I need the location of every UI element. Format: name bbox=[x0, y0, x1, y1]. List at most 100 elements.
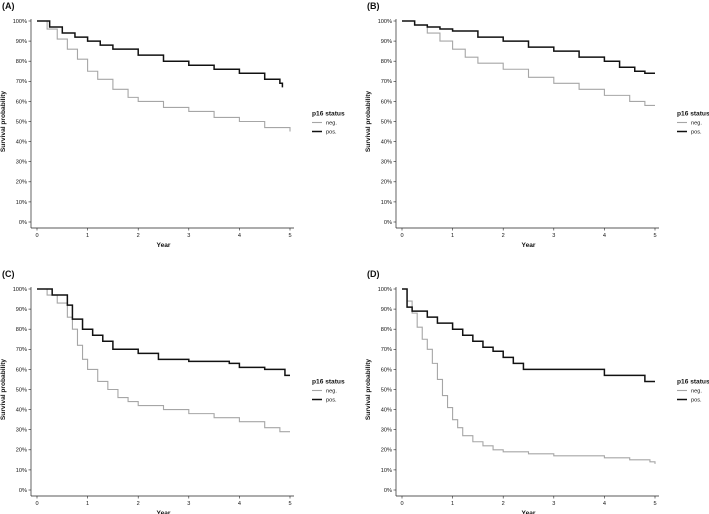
series-neg-curve bbox=[37, 288, 290, 433]
x-axis-title: Year bbox=[157, 510, 171, 514]
series-neg-curve bbox=[37, 20, 291, 132]
x-axis-title: Year bbox=[522, 510, 536, 514]
x-tick-label: 3 bbox=[187, 233, 190, 239]
y-tick-label: 30% bbox=[16, 428, 27, 434]
y-tick-label: 20% bbox=[16, 448, 27, 454]
y-tick-label: 80% bbox=[381, 327, 392, 333]
y-tick-label: 90% bbox=[16, 307, 27, 313]
y-tick-label: 30% bbox=[381, 160, 392, 166]
y-tick-label: 80% bbox=[16, 327, 27, 333]
x-tick-label: 3 bbox=[552, 233, 555, 239]
series-pos-curve bbox=[37, 288, 290, 377]
y-tick-label: 70% bbox=[381, 79, 392, 85]
y-tick-label: 100% bbox=[13, 287, 27, 293]
x-axis-title: Year bbox=[522, 242, 536, 249]
x-tick-label: 0 bbox=[35, 501, 38, 507]
series-pos-curve bbox=[402, 288, 655, 383]
y-tick-label: 50% bbox=[381, 119, 392, 125]
y-tick-label: 50% bbox=[381, 387, 392, 393]
series-pos-curve bbox=[402, 20, 655, 75]
legend-label: pos. bbox=[326, 398, 337, 404]
y-tick-label: 60% bbox=[16, 367, 27, 373]
x-tick-label: 5 bbox=[653, 501, 656, 507]
y-tick-label: 80% bbox=[16, 59, 27, 65]
y-tick-label: 90% bbox=[381, 307, 392, 313]
y-tick-label: 60% bbox=[381, 99, 392, 105]
x-tick-label: 2 bbox=[502, 501, 505, 507]
y-tick-label: 0% bbox=[19, 220, 27, 226]
chart-panel: (B) 0% 10% 20% 30% 40% 50% 60% 70% 80% 90% 100% 0 1 2 3… bbox=[365, 1, 709, 249]
y-tick-label: 50% bbox=[16, 387, 27, 393]
y-tick-label: 20% bbox=[381, 180, 392, 186]
legend-title: p16 status bbox=[677, 379, 709, 386]
y-tick-label: 10% bbox=[381, 468, 392, 474]
y-tick-label: 100% bbox=[378, 287, 392, 293]
chart-panel: (C) 0% 10% 20% 30% 40% 50% 60% 70% 80% 90% 100% 0 1 2 3… bbox=[0, 269, 345, 514]
x-tick-label: 5 bbox=[653, 233, 656, 239]
y-tick-label: 30% bbox=[16, 160, 27, 166]
y-tick-label: 70% bbox=[16, 347, 27, 353]
legend-label: neg. bbox=[326, 389, 337, 395]
chart-panel: (A) 0% 10% 20% 30% 40% 50% 60% 70% 80% 90% 100% 0 1 2 3… bbox=[0, 1, 345, 249]
series-neg-curve bbox=[402, 20, 655, 106]
x-tick-label: 1 bbox=[451, 501, 454, 507]
chart-panel: (D) 0% 10% 20% 30% 40% 50% 60% 70% 80% 90% 100% 0 1 2 3… bbox=[365, 269, 709, 514]
y-tick-label: 60% bbox=[16, 99, 27, 105]
x-tick-label: 2 bbox=[137, 501, 140, 507]
y-tick-label: 60% bbox=[381, 367, 392, 373]
y-tick-label: 20% bbox=[381, 448, 392, 454]
legend-title: p16 status bbox=[312, 379, 345, 386]
legend-label: neg. bbox=[691, 389, 702, 395]
panel-letter: (D) bbox=[367, 269, 380, 279]
x-tick-label: 4 bbox=[603, 233, 606, 239]
y-tick-label: 20% bbox=[16, 180, 27, 186]
x-tick-label: 3 bbox=[552, 501, 555, 507]
y-tick-label: 90% bbox=[381, 39, 392, 45]
legend-title: p16 status bbox=[312, 111, 345, 118]
legend-label: pos. bbox=[691, 130, 702, 136]
legend-title: p16 status bbox=[677, 111, 709, 118]
y-tick-label: 40% bbox=[381, 140, 392, 146]
x-tick-label: 1 bbox=[86, 233, 89, 239]
x-tick-label: 5 bbox=[288, 501, 291, 507]
x-tick-label: 4 bbox=[238, 233, 241, 239]
y-axis-title: Survival probability bbox=[0, 359, 7, 421]
y-axis-title: Survival probability bbox=[365, 91, 372, 153]
legend-label: pos. bbox=[691, 398, 702, 404]
x-tick-label: 4 bbox=[603, 501, 606, 507]
panel-letter: (A) bbox=[2, 1, 15, 11]
y-tick-label: 90% bbox=[16, 39, 27, 45]
y-tick-label: 100% bbox=[378, 19, 392, 25]
y-tick-label: 40% bbox=[16, 140, 27, 146]
x-tick-label: 0 bbox=[400, 501, 403, 507]
legend-label: neg. bbox=[691, 121, 702, 127]
y-tick-label: 10% bbox=[381, 200, 392, 206]
y-tick-label: 40% bbox=[16, 408, 27, 414]
x-tick-label: 3 bbox=[187, 501, 190, 507]
y-tick-label: 80% bbox=[381, 59, 392, 65]
y-tick-label: 10% bbox=[16, 200, 27, 206]
y-tick-label: 70% bbox=[381, 347, 392, 353]
x-tick-label: 1 bbox=[451, 233, 454, 239]
y-tick-label: 70% bbox=[16, 79, 27, 85]
x-tick-label: 4 bbox=[238, 501, 241, 507]
panel-letter: (C) bbox=[2, 269, 15, 279]
x-tick-label: 5 bbox=[288, 233, 291, 239]
series-neg-curve bbox=[402, 288, 656, 464]
y-tick-label: 100% bbox=[13, 19, 27, 25]
y-tick-label: 0% bbox=[384, 220, 392, 226]
x-tick-label: 0 bbox=[35, 233, 38, 239]
y-tick-label: 50% bbox=[16, 119, 27, 125]
x-axis-title: Year bbox=[157, 242, 171, 249]
y-axis-title: Survival probability bbox=[365, 359, 372, 421]
y-tick-label: 10% bbox=[16, 468, 27, 474]
x-tick-label: 2 bbox=[137, 233, 140, 239]
y-tick-label: 40% bbox=[381, 408, 392, 414]
y-tick-label: 30% bbox=[381, 428, 392, 434]
y-tick-label: 0% bbox=[384, 488, 392, 494]
legend-label: neg. bbox=[326, 121, 337, 127]
x-tick-label: 0 bbox=[400, 233, 403, 239]
legend-label: pos. bbox=[326, 130, 337, 136]
